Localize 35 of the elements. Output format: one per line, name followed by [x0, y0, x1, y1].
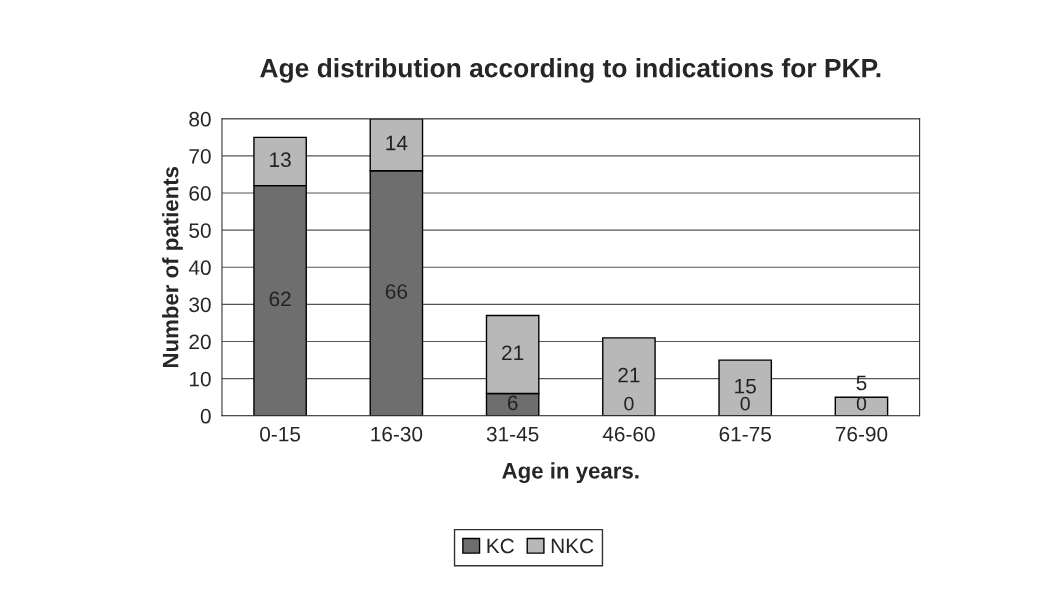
y-tick-label: 0 [200, 408, 211, 424]
x-tick-label: 16-30 [371, 426, 423, 442]
y-tick-label: 60 [189, 186, 211, 201]
x-tick-label: 46-60 [602, 426, 655, 442]
y-tick-label: 10 [189, 371, 211, 387]
y-tick-label: 50 [189, 223, 211, 238]
bar [718, 359, 773, 416]
y-tick-label: 40 [188, 260, 211, 276]
data-label: 5 [856, 375, 867, 391]
bar [834, 396, 889, 416]
data-label: 66 [385, 284, 408, 299]
legend-label: KC [487, 538, 514, 554]
data-label: 0 [856, 396, 867, 411]
x-tick-label: 0-15 [260, 426, 301, 442]
y-tick-label: 70 [189, 148, 211, 164]
data-label: 6 [507, 395, 518, 411]
x-tick-label: 61-75 [719, 426, 771, 442]
data-label: 13 [270, 152, 291, 168]
chart-title: Age distribution according to indications for PKP. [260, 58, 881, 83]
y-axis-title: Number of patients [162, 166, 183, 368]
data-label: 0 [740, 396, 750, 411]
bar [602, 337, 656, 416]
x-tick-label: 31-45 [486, 426, 539, 442]
data-label: 62 [269, 291, 291, 307]
data-label: 15 [735, 379, 756, 394]
y-tick-label: 80 [189, 111, 211, 127]
data-label: 0 [624, 396, 634, 411]
y-tick-label: 20 [189, 334, 211, 350]
x-axis-title: Age in years. [502, 462, 639, 484]
data-label: 14 [386, 135, 408, 151]
data-label: 21 [502, 345, 524, 360]
x-tick-label: 76-90 [835, 426, 888, 442]
y-tick-label: 30 [189, 297, 211, 313]
legend-label: NKC [551, 538, 594, 554]
data-label: 21 [618, 367, 640, 383]
